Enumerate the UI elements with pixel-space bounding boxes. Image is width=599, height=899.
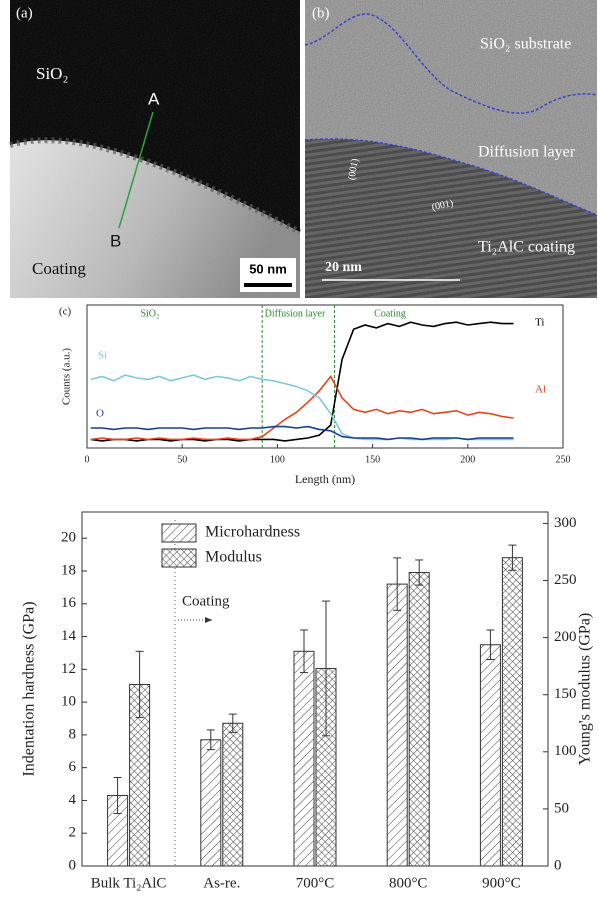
bar [222, 722, 244, 867]
y-tick-label: 8 [69, 726, 77, 742]
y-tick-label: 20 [61, 530, 76, 546]
fringe-label: (001) [431, 198, 454, 213]
x-tick-label: 800°C [389, 875, 428, 891]
plot-frame [81, 511, 549, 867]
region-label: SiO₂ [140, 308, 159, 319]
x-tick-label: 150 [365, 454, 380, 465]
error-bar [486, 629, 495, 660]
error-bar [393, 557, 402, 611]
image-label: A [148, 89, 160, 108]
error-bar [113, 777, 122, 815]
series-label: Si [98, 350, 107, 362]
x-axis-label: Length (nm) [295, 472, 355, 486]
error-bar [322, 600, 330, 737]
bar [501, 557, 523, 867]
y2-tick-label: 100 [554, 743, 577, 759]
image-noise [10, 0, 300, 298]
legend-label: Modulus [205, 549, 262, 566]
x-tick-label: 900°C [482, 875, 521, 891]
series-line [90, 425, 514, 441]
series-line [90, 374, 514, 441]
error-bar [228, 713, 237, 733]
y2-tick-label: 300 [554, 515, 577, 531]
series-line [90, 375, 514, 441]
bar [200, 739, 222, 867]
y-axis-label: Counts (a.u.) [61, 348, 73, 405]
series-label: Al [535, 384, 546, 396]
image-label: Coating [32, 259, 86, 278]
region-label: Coating [374, 308, 406, 319]
plot-frame [86, 304, 564, 449]
x-tick-label: 100 [270, 454, 285, 465]
line-scan [118, 111, 154, 229]
legend-label: Microhardness [205, 524, 300, 541]
y2-tick-label: 0 [554, 857, 562, 873]
image-label: SiO₂ substrate [480, 36, 571, 53]
bar [408, 572, 430, 867]
x-tick-label: 50 [177, 454, 187, 465]
hrtem-image-b: (b) SiO₂ substrate Diffusion layer Ti₂Al… [304, 0, 598, 298]
y-tick-label: 10 [61, 694, 76, 710]
error-bar [508, 544, 517, 571]
error-bar [135, 650, 144, 719]
y2-tick-label: 150 [554, 686, 577, 702]
legend-swatch [161, 548, 197, 568]
series-label: Ti [535, 317, 544, 329]
legend-swatch [161, 523, 197, 543]
y-tick-label: 2 [69, 825, 77, 841]
bar [386, 583, 408, 867]
y-tick-label: 16 [61, 595, 77, 611]
image-label: Diffusion layer [478, 144, 576, 161]
annotation: Coating [182, 593, 230, 609]
scale-label: 50 nm [249, 261, 287, 276]
tem-image-a: (a) SiO₂ A B Coating 50 nm [9, 0, 302, 298]
x-tick-label: 250 [556, 454, 571, 465]
y-tick-label: 4 [69, 792, 77, 808]
bar [479, 644, 501, 867]
y2-tick-label: 50 [554, 800, 569, 816]
image-label: B [110, 231, 121, 250]
x-tick-label: Bulk Ti₂AlC [91, 875, 167, 891]
x-tick-label: 0 [85, 454, 90, 465]
region-label: Diffusion layer [265, 308, 326, 319]
fringe-label: (001) [346, 158, 361, 181]
x-tick-label: 700°C [296, 875, 335, 891]
x-tick-label: 200 [460, 454, 475, 465]
y-tick-label: 14 [61, 628, 77, 644]
y-tick-label: 0 [69, 857, 77, 873]
image-label: SiO₂ [36, 64, 68, 83]
panel-label: (a) [16, 5, 33, 21]
boundary-line [304, 138, 598, 216]
lattice-fringes [305, 139, 597, 298]
y-tick-label: 6 [69, 759, 77, 775]
panel-label: (b) [312, 5, 330, 21]
y2-tick-label: 200 [554, 629, 577, 645]
panel-label: (c) [59, 306, 72, 318]
y-tick-label: 18 [61, 562, 76, 578]
y2-tick-label: 250 [554, 572, 577, 588]
x-tick-label: As-re. [203, 875, 240, 891]
series-label: O [96, 408, 104, 420]
series-line [90, 321, 514, 442]
error-bar [300, 629, 308, 674]
scale-label: 20 nm [325, 260, 362, 275]
y-tick-label: 12 [61, 661, 76, 677]
error-bar [206, 729, 215, 751]
error-bar [415, 559, 424, 586]
bar [293, 650, 315, 867]
y2-axis-label: Young's modulus (GPa) [577, 613, 594, 765]
image-label: Ti₂AlC coating [478, 239, 575, 256]
y-axis-label: Indentation hardness (GPa) [21, 601, 38, 776]
